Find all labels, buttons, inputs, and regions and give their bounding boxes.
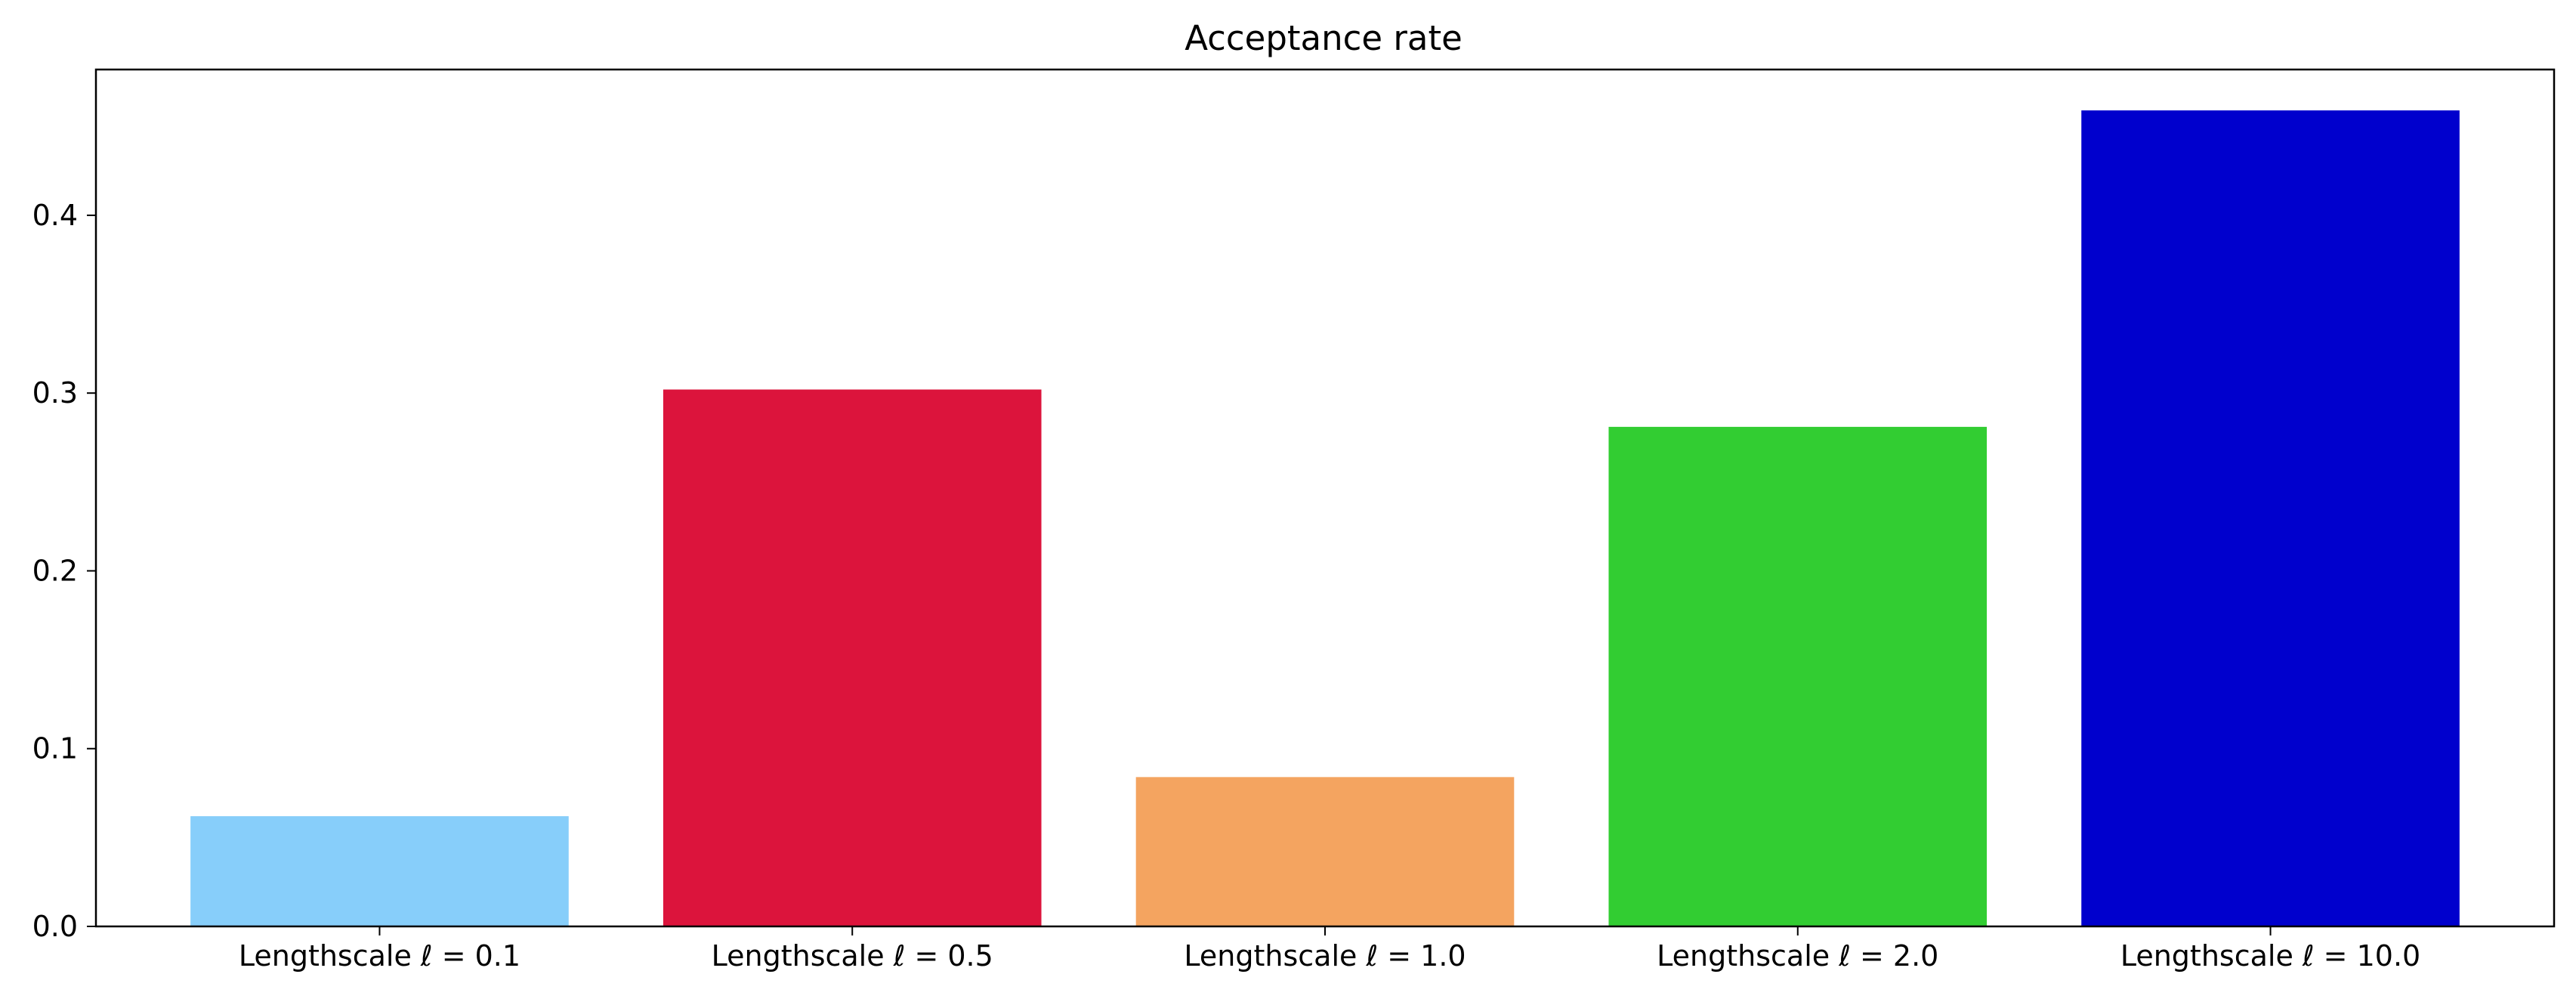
x-tick-label: Lengthscale ℓ = 0.1 <box>239 939 520 973</box>
x-tick-label: Lengthscale ℓ = 0.5 <box>712 939 993 973</box>
x-axis: Lengthscale ℓ = 0.1 Lengthscale ℓ = 0.5 Le… <box>239 926 2420 973</box>
y-axis: 0.0 0.1 0.2 0.3 0.4 <box>32 199 96 943</box>
bar-4 <box>2081 110 2460 926</box>
bar-2 <box>1135 777 1515 926</box>
bars-group <box>190 110 2460 926</box>
y-tick-label: 0.1 <box>32 732 78 765</box>
x-tick-label: Lengthscale ℓ = 1.0 <box>1184 939 1466 973</box>
bar-3 <box>1608 426 1988 926</box>
y-tick-label: 0.0 <box>32 910 78 943</box>
y-tick-label: 0.4 <box>32 199 78 232</box>
chart-title: Acceptance rate <box>1185 18 1463 58</box>
plot-frame <box>94 68 2556 928</box>
bar-1 <box>663 389 1042 926</box>
bar-0 <box>190 816 569 926</box>
y-tick-label: 0.2 <box>32 554 78 587</box>
x-tick-label: Lengthscale ℓ = 2.0 <box>1657 939 1938 973</box>
x-tick-label: Lengthscale ℓ = 10.0 <box>2120 939 2420 973</box>
y-tick-label: 0.3 <box>32 376 78 410</box>
